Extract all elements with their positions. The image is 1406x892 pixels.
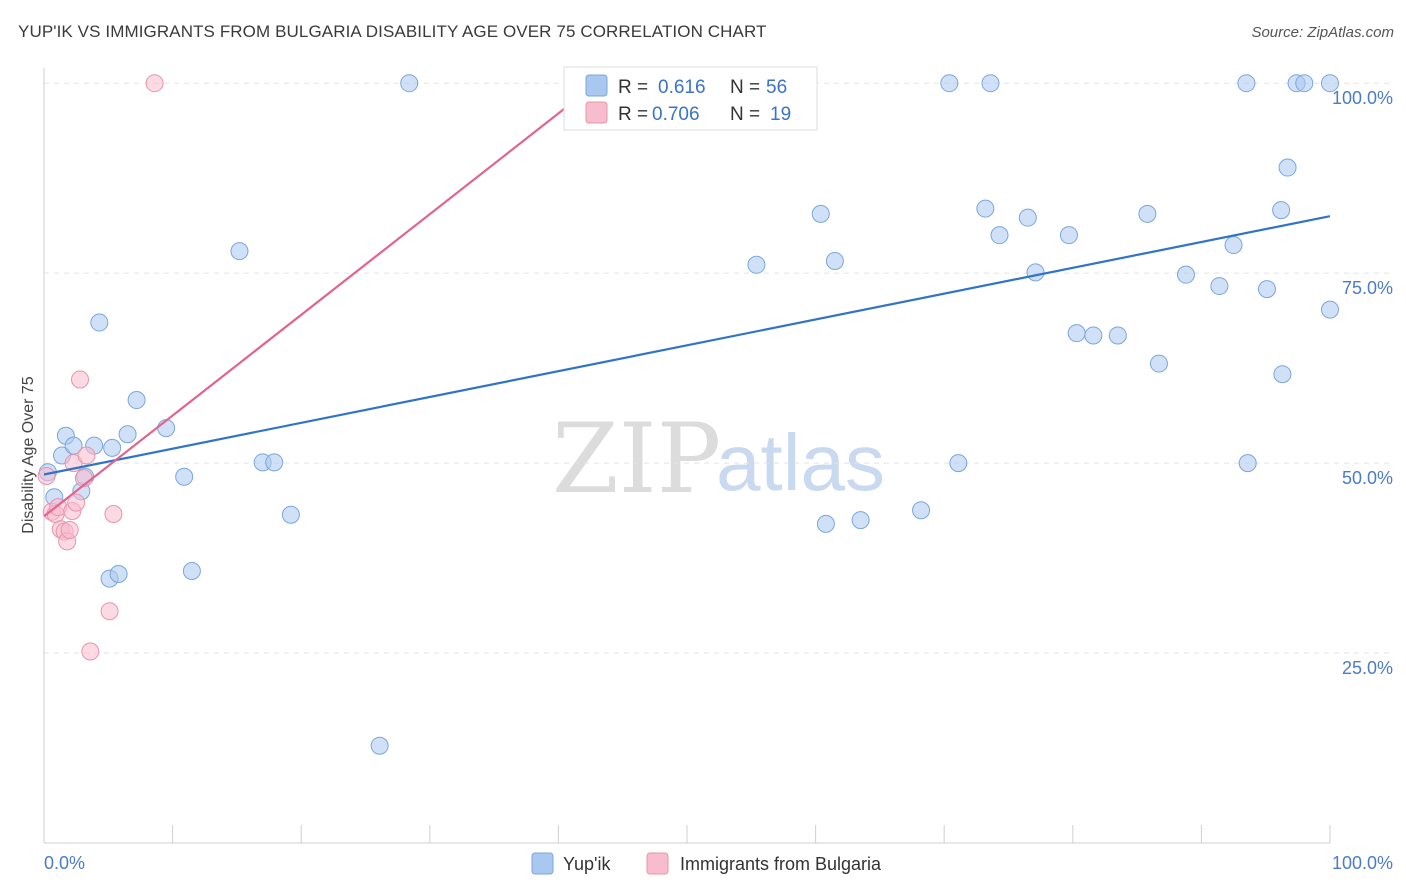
bulgaria-point-16 <box>104 505 123 524</box>
yupik-point-27 <box>825 251 844 270</box>
legend-n-label-yupik: N = <box>730 77 760 98</box>
yupik-point-21 <box>370 736 389 755</box>
yupik-point-34 <box>990 226 1009 245</box>
yupik-point-26 <box>816 514 835 533</box>
series-legend-swatch-bulgaria <box>646 852 669 875</box>
bulgaria-point-15 <box>100 602 119 621</box>
yupik-point-11 <box>109 565 128 584</box>
axes <box>43 68 1331 844</box>
watermark-atlas: atlas <box>716 418 885 507</box>
yupik-point-51 <box>1278 158 1297 177</box>
yupik-point-49 <box>1272 201 1291 220</box>
bulgaria-trend-line <box>43 82 598 518</box>
yupik-point-41 <box>1138 204 1157 223</box>
yupik-point-50 <box>1273 365 1292 384</box>
yupik-point-45 <box>1224 236 1243 255</box>
yupik-point-16 <box>182 561 201 580</box>
series-legend-label-yupik: Yup'ik <box>563 854 611 874</box>
x-tick-label-0: 0.0% <box>44 853 85 873</box>
yupik-point-47 <box>1238 454 1257 473</box>
yupik-point-15 <box>175 467 194 486</box>
yupik-point-20 <box>281 505 300 524</box>
yupik-point-55 <box>1321 300 1339 319</box>
yupik-point-33 <box>981 74 1000 93</box>
bulgaria-point-11 <box>71 370 90 389</box>
legend-r-label-bulgaria: R = <box>618 104 648 125</box>
bulgaria-point-13 <box>77 446 96 465</box>
yupik-point-8 <box>90 313 109 332</box>
yupik-point-19 <box>265 453 284 472</box>
yupik-point-29 <box>912 501 931 520</box>
yupik-point-43 <box>1176 265 1195 284</box>
x-tick-labels: 0.0% 100.0% <box>44 853 1393 873</box>
yupik-point-32 <box>976 199 995 218</box>
trend-lines <box>43 82 1331 518</box>
yupik-point-13 <box>127 391 146 410</box>
watermark-zip: ZIP <box>552 403 721 515</box>
yupik-point-31 <box>949 454 968 473</box>
yupik-point-14 <box>157 419 176 438</box>
series-legend-label-bulgaria: Immigrants from Bulgaria <box>680 854 882 874</box>
legend-swatch-bulgaria <box>585 101 608 124</box>
yupik-point-35 <box>1018 208 1037 227</box>
yupik-point-25 <box>811 204 830 223</box>
y-tick-label-0: 25.0% <box>1342 658 1393 678</box>
bulgaria-point-14 <box>81 642 100 661</box>
yupik-point-23 <box>747 255 766 274</box>
yupik-point-39 <box>1084 326 1103 345</box>
yupik-point-38 <box>1067 324 1086 343</box>
y-tick-label-1: 50.0% <box>1342 468 1393 488</box>
yupik-point-12 <box>118 425 137 444</box>
yupik-point-36 <box>1026 263 1045 282</box>
bulgaria-point-7 <box>60 520 79 539</box>
y-tick-label-2: 75.0% <box>1342 278 1393 298</box>
y-axis-title: Disability Age Over 75 <box>20 376 37 534</box>
legend-r-label-yupik: R = <box>618 77 648 98</box>
yupik-point-42 <box>1149 354 1168 373</box>
bulgaria-point-17 <box>145 74 164 93</box>
source-label: Source: ZipAtlas.com <box>1251 24 1394 41</box>
yupik-point-40 <box>1108 326 1127 345</box>
y-tick-labels: 25.0% 50.0% 75.0% 100.0% <box>1332 88 1393 678</box>
legend-n-label-bulgaria: N = <box>730 104 760 125</box>
legend-n-value-bulgaria: 19 <box>770 104 791 125</box>
legend-r-value-yupik: 0.616 <box>658 77 706 98</box>
legend-swatch-yupik <box>585 74 608 97</box>
yupik-point-30 <box>940 74 959 93</box>
bulgaria-point-0 <box>37 467 56 486</box>
bulgaria-point-10 <box>67 493 86 512</box>
yupik-point-53 <box>1295 74 1314 93</box>
series-legend-swatch-yupik <box>531 852 554 875</box>
yupik-point-28 <box>851 511 870 530</box>
watermark: ZIP atlas <box>552 403 885 515</box>
yupik-trend-line <box>43 215 1331 476</box>
series-legend: Yup'ik Immigrants from Bulgaria <box>531 852 882 875</box>
yupik-point-17 <box>230 242 249 261</box>
yupik-point-48 <box>1257 280 1276 299</box>
legend-r-value-bulgaria: 0.706 <box>652 104 700 125</box>
yupik-point-37 <box>1059 226 1078 245</box>
correlation-legend: R = 0.616 N = 56 R = 0.706 N = 19 <box>563 66 818 131</box>
yupik-point-10 <box>103 438 122 457</box>
y-tick-label-3: 100.0% <box>1332 88 1393 108</box>
yupik-point-54 <box>1321 74 1339 93</box>
chart-title: YUP'IK VS IMMIGRANTS FROM BULGARIA DISAB… <box>18 22 767 41</box>
grid-lines <box>44 82 1390 654</box>
x-tick-label-1: 100.0% <box>1332 853 1393 873</box>
yupik-point-46 <box>1237 74 1256 93</box>
yupik-point-44 <box>1210 277 1229 296</box>
legend-n-value-yupik: 56 <box>766 77 787 98</box>
yupik-point-22 <box>400 74 419 93</box>
